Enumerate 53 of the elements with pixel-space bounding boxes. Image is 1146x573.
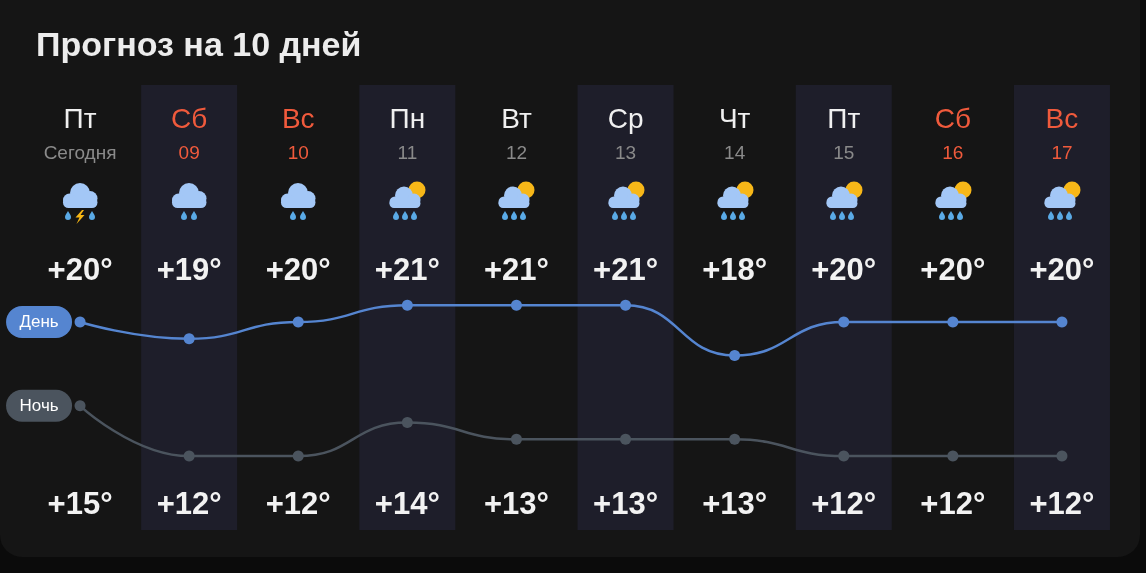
data-label: +21°	[483, 251, 549, 287]
data-label: +12°	[156, 485, 222, 521]
x-tick-label: Вс 10	[281, 102, 315, 163]
data-label: +20°	[811, 251, 877, 287]
point	[1056, 316, 1068, 328]
point	[183, 333, 195, 345]
chart-title: Прогноз на 10 дней	[36, 25, 362, 63]
point	[947, 316, 959, 328]
series-label: День	[19, 312, 59, 332]
data-label: +12°	[811, 485, 877, 521]
x-tick-label: Ср 13	[607, 102, 644, 163]
point	[838, 316, 850, 328]
point	[292, 450, 304, 462]
point	[729, 433, 741, 445]
point	[183, 450, 195, 462]
point	[292, 316, 304, 328]
x-tick-label: Пн 11	[389, 102, 426, 163]
data-label: +13°	[483, 485, 549, 521]
point	[947, 450, 959, 462]
x-tick-label: Чт 14	[718, 102, 751, 163]
point	[620, 433, 632, 445]
point	[401, 299, 413, 311]
point	[74, 400, 86, 412]
data-label: +15°	[47, 485, 113, 521]
x-tick-label: Пт 15	[827, 102, 861, 163]
point	[401, 417, 413, 429]
data-label: +20°	[265, 251, 331, 287]
data-label: +12°	[1029, 485, 1095, 521]
data-label: +21°	[374, 251, 440, 287]
x-tick-label: Пт Сегодня	[43, 102, 117, 163]
point	[74, 316, 86, 328]
point	[729, 350, 741, 362]
series-label: Ночь	[19, 396, 59, 416]
x-tick-label: Сб 09	[171, 102, 208, 163]
point	[1056, 450, 1068, 462]
data-label: +20°	[920, 251, 986, 287]
point	[620, 299, 632, 311]
x-tick-label: Вт 12	[501, 102, 532, 163]
data-label: +14°	[374, 485, 440, 521]
point	[510, 433, 522, 445]
data-label: +20°	[47, 251, 113, 287]
x-tick-label: Вс 17	[1045, 102, 1079, 163]
data-label: +13°	[593, 485, 659, 521]
data-label: +21°	[593, 251, 659, 287]
x-tick-label: Сб 16	[934, 102, 971, 163]
data-label: +20°	[1029, 251, 1095, 287]
point	[510, 299, 522, 311]
point	[838, 450, 850, 462]
data-label: +13°	[702, 485, 768, 521]
data-label: +18°	[702, 251, 768, 287]
data-label: +12°	[265, 485, 331, 521]
data-label: +12°	[920, 485, 986, 521]
data-label: +19°	[156, 251, 222, 287]
